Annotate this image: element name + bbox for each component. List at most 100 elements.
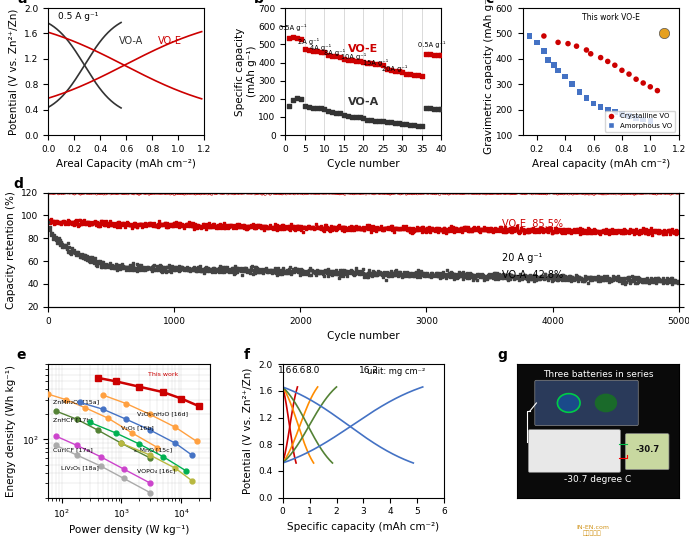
- Point: [76, 219, 87, 228]
- Point: [127, 265, 138, 274]
- Point: [387, 270, 398, 278]
- Point: [116, 264, 127, 273]
- Point: [154, 189, 165, 197]
- Point: [507, 225, 518, 233]
- Point: [508, 226, 520, 235]
- Point: [196, 265, 207, 273]
- FancyBboxPatch shape: [626, 434, 669, 470]
- Point: [282, 222, 294, 230]
- Point: [248, 265, 259, 274]
- Point: [608, 274, 619, 283]
- Point: [473, 272, 484, 280]
- Point: [406, 189, 417, 197]
- Point: [465, 270, 476, 279]
- Point: [107, 262, 119, 271]
- Point: [366, 116, 377, 124]
- Point: [540, 189, 551, 197]
- Point: [478, 272, 489, 280]
- Text: -30.7 degree C: -30.7 degree C: [564, 475, 631, 484]
- Text: VO-E: VO-E: [158, 36, 181, 46]
- Point: [599, 189, 610, 198]
- Point: [484, 270, 495, 278]
- Point: [462, 224, 473, 232]
- Point: [672, 278, 683, 286]
- Point: [669, 228, 680, 237]
- Point: [422, 270, 433, 278]
- Point: [373, 117, 384, 125]
- Point: [613, 272, 624, 280]
- Point: [221, 222, 232, 230]
- Point: [106, 221, 117, 229]
- Point: [328, 223, 339, 231]
- Point: [635, 226, 646, 235]
- Point: [437, 189, 448, 197]
- Point: [503, 189, 514, 197]
- Point: [527, 224, 538, 232]
- Point: [91, 257, 102, 266]
- Point: [245, 266, 256, 274]
- Point: [624, 229, 635, 237]
- Point: [192, 223, 203, 231]
- Point: [629, 227, 640, 236]
- Point: [605, 275, 616, 284]
- Point: [99, 189, 110, 198]
- Point: [559, 226, 570, 235]
- Point: [232, 221, 243, 230]
- Point: [371, 270, 382, 279]
- Point: [327, 189, 338, 197]
- Point: [279, 268, 290, 277]
- Point: [195, 189, 206, 198]
- Point: [412, 189, 423, 198]
- Point: [607, 228, 618, 236]
- Point: [223, 221, 234, 229]
- Point: [385, 66, 396, 74]
- Point: [473, 271, 484, 280]
- Point: [467, 271, 478, 280]
- Point: [437, 225, 448, 234]
- Point: [500, 273, 511, 282]
- Point: [190, 221, 201, 229]
- Text: Three batteries in series: Three batteries in series: [543, 370, 653, 379]
- Point: [344, 189, 356, 198]
- Point: [617, 277, 628, 285]
- Point: [645, 117, 656, 125]
- Point: [323, 270, 334, 278]
- Point: [201, 220, 212, 228]
- Point: [610, 273, 621, 281]
- Point: [274, 223, 285, 231]
- Point: [300, 224, 311, 233]
- Point: [209, 265, 220, 274]
- Point: [82, 218, 93, 226]
- Point: [433, 225, 444, 233]
- Point: [354, 56, 365, 65]
- Point: [153, 188, 164, 196]
- Point: [347, 225, 358, 234]
- Point: [426, 273, 437, 281]
- Point: [617, 226, 628, 235]
- Point: [508, 189, 519, 198]
- Point: [230, 189, 241, 197]
- Point: [218, 222, 229, 230]
- Point: [166, 222, 177, 230]
- Point: [362, 188, 373, 196]
- Point: [209, 267, 220, 276]
- Point: [114, 261, 125, 270]
- Point: [47, 188, 58, 197]
- Point: [73, 188, 84, 197]
- Point: [467, 225, 478, 233]
- Point: [316, 224, 327, 232]
- Point: [329, 224, 340, 233]
- Point: [490, 268, 501, 277]
- Point: [524, 271, 535, 279]
- Point: [517, 275, 528, 284]
- Point: [419, 272, 430, 280]
- Point: [400, 270, 411, 279]
- Point: [246, 221, 257, 230]
- Point: [300, 189, 311, 197]
- Point: [316, 267, 327, 275]
- Point: [305, 271, 316, 280]
- Point: [542, 227, 553, 236]
- Point: [256, 189, 267, 197]
- Point: [550, 223, 561, 232]
- Point: [381, 118, 392, 126]
